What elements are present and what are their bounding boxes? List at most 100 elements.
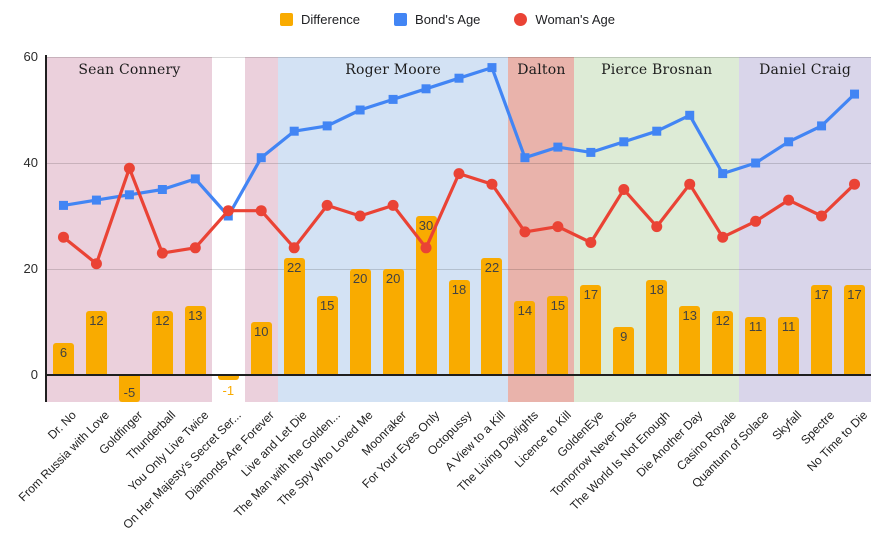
difference-bar[interactable] [712, 311, 734, 375]
woman-s-age-point[interactable] [453, 168, 465, 180]
bar-value-label: 18 [649, 281, 664, 297]
woman-s-age-point[interactable] [552, 221, 564, 233]
woman-s-age-point[interactable] [849, 178, 861, 190]
difference-bar[interactable] [52, 343, 74, 375]
woman-s-age-point[interactable] [255, 205, 267, 217]
woman-s-age-point[interactable] [585, 237, 597, 248]
bond-s-age-point[interactable] [784, 137, 794, 147]
woman-s-age-point[interactable] [123, 162, 135, 174]
gridline-60 [47, 57, 871, 58]
difference-bar[interactable] [613, 327, 635, 375]
woman-s-age-point[interactable] [156, 247, 168, 259]
bond-s-age-point[interactable] [652, 126, 662, 136]
bond-s-age-point[interactable] [388, 94, 398, 104]
difference-bar[interactable] [250, 322, 272, 375]
bond-s-age-point[interactable] [91, 195, 101, 205]
difference-bar[interactable] [217, 375, 239, 381]
bar-value-label: 12 [715, 313, 730, 329]
bar-value-label: -1 [222, 383, 235, 399]
bar-value-label: 22 [484, 260, 500, 276]
bond-s-age-point[interactable] [454, 73, 464, 83]
chart-legend: Difference Bond's Age Woman's Age [0, 12, 895, 27]
woman-s-age-point[interactable] [783, 194, 795, 206]
difference-bar[interactable] [349, 269, 371, 375]
difference-bar[interactable] [514, 300, 536, 375]
bond-s-age-point[interactable] [850, 89, 860, 99]
difference-bar[interactable] [778, 316, 800, 375]
difference-bar[interactable] [382, 269, 404, 375]
woman-s-age-point[interactable] [354, 210, 366, 222]
woman-s-age-point[interactable] [420, 242, 432, 254]
woman-s-age-point[interactable] [618, 184, 630, 195]
bond-s-age-point[interactable] [124, 190, 134, 200]
bond-s-age-point[interactable] [157, 185, 167, 194]
bar-value-label: 13 [188, 308, 203, 324]
bond-s-age-point[interactable] [487, 63, 497, 73]
bar-value-label: 17 [847, 286, 862, 302]
legend-label-difference: Difference [301, 12, 361, 27]
difference-bar[interactable] [580, 284, 602, 375]
woman-s-age-point[interactable] [486, 178, 498, 190]
bond-s-age-point[interactable] [421, 84, 431, 94]
difference-bar[interactable] [85, 311, 107, 375]
legend-item-womans-age[interactable]: Woman's Age [514, 12, 615, 27]
difference-bar[interactable] [316, 295, 338, 375]
gridline-20 [47, 269, 871, 270]
bond-s-age-point[interactable] [322, 121, 332, 131]
difference-bar[interactable] [745, 316, 767, 375]
woman-s-age-point[interactable] [816, 210, 828, 222]
legend-label-womans-age: Woman's Age [535, 12, 615, 27]
bond-s-age-point[interactable] [718, 169, 728, 179]
woman-s-age-point[interactable] [717, 231, 729, 243]
era-region-sean-connery [47, 57, 212, 402]
legend-item-bonds-age[interactable]: Bond's Age [394, 12, 480, 27]
bond-s-age-point[interactable] [190, 174, 200, 184]
difference-bar[interactable] [151, 311, 173, 375]
difference-bar[interactable] [415, 216, 437, 375]
era-label-sean-connery: Sean Connery [78, 62, 181, 78]
bond-s-age-point[interactable] [553, 142, 563, 152]
woman-s-age-point[interactable] [90, 258, 102, 270]
difference-bar[interactable] [448, 279, 470, 375]
bar-value-label: 20 [385, 271, 401, 286]
bond-s-age-point[interactable] [289, 126, 299, 136]
bond-s-age-point[interactable] [586, 147, 596, 157]
difference-bar[interactable] [118, 375, 140, 402]
difference-bar[interactable] [646, 279, 668, 375]
woman-s-age-point[interactable] [189, 242, 201, 254]
woman-s-age-point[interactable] [57, 231, 69, 243]
bond-s-age-point[interactable] [817, 121, 827, 131]
bond-s-age-point[interactable] [520, 153, 530, 163]
legend-swatch-difference [280, 13, 294, 26]
bar-value-label: 12 [155, 313, 170, 329]
woman-s-age-point[interactable] [222, 205, 234, 217]
woman-s-age-point[interactable] [387, 199, 399, 211]
bond-s-age-point[interactable] [256, 153, 266, 163]
difference-bar[interactable] [283, 258, 305, 375]
difference-bar[interactable] [184, 306, 206, 375]
bar-value-label: 14 [517, 302, 533, 318]
difference-bar[interactable] [811, 284, 833, 375]
bar-value-label: 17 [583, 286, 599, 302]
woman-s-age-point[interactable] [684, 178, 696, 190]
woman-s-age-point[interactable] [288, 242, 300, 254]
bond-s-age-point[interactable] [619, 137, 629, 147]
woman-s-age-point[interactable] [321, 199, 333, 211]
difference-bar[interactable] [547, 295, 569, 375]
difference-bar[interactable] [481, 258, 503, 375]
woman-s-age-point[interactable] [750, 215, 762, 227]
bond-s-age-point[interactable] [355, 105, 365, 115]
era-label-pierce-brosnan: Pierce Brosnan [601, 62, 713, 78]
bond-s-age-point[interactable] [58, 200, 68, 210]
gridline-40 [47, 163, 871, 164]
woman-s-age-point[interactable] [651, 221, 663, 233]
difference-bar[interactable] [679, 306, 701, 375]
bond-s-age-point[interactable] [751, 158, 761, 168]
woman-s-age-point[interactable] [519, 226, 531, 238]
bond-s-age-point[interactable] [685, 110, 695, 120]
difference-bar[interactable] [844, 284, 866, 375]
y-tick-label-0: 0 [30, 367, 38, 382]
bar-value-label: 11 [748, 318, 763, 334]
legend-item-difference[interactable]: Difference [280, 12, 360, 27]
